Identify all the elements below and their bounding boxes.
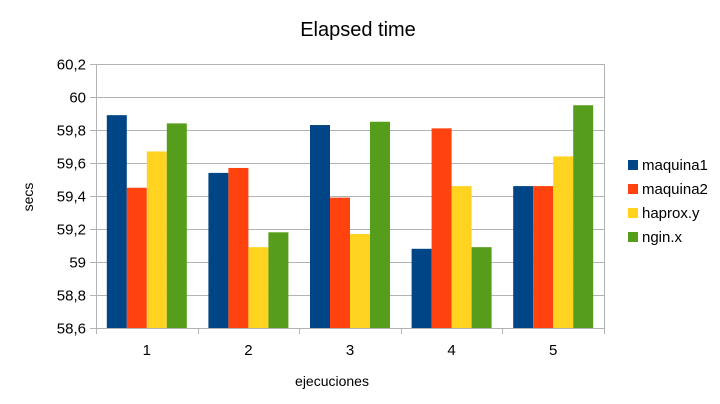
y-axis-label: secs [20, 183, 36, 212]
x-tick-label: 4 [447, 342, 455, 359]
bar-maquina1-1 [106, 115, 127, 329]
bar-haprox-y-4 [451, 186, 472, 328]
bar-maquina1-3 [310, 125, 330, 328]
legend-swatch [628, 208, 638, 218]
bar-maquina1-4 [411, 248, 432, 328]
bar-maquina1-5 [513, 186, 534, 328]
x-tick-label: 1 [143, 342, 151, 359]
legend-swatch [628, 160, 638, 170]
legend-label: haprox.y [642, 205, 700, 222]
legend-swatch [628, 184, 638, 194]
bar-ngin-x-2 [268, 232, 289, 328]
bar-haprox-y-5 [553, 156, 574, 328]
x-tick-label: 5 [549, 342, 557, 359]
y-tick-label: 59,8 [57, 123, 86, 140]
legend: maquina1 maquina2 haprox.y ngin.x [628, 157, 708, 246]
y-tick-label: 60,2 [57, 57, 86, 74]
bar-ngin-x-3 [370, 121, 390, 328]
legend-label: ngin.x [642, 229, 683, 246]
x-tick-label: 3 [346, 342, 354, 359]
y-tick-label: 60 [69, 90, 86, 107]
y-tick-label: 59,2 [57, 222, 86, 239]
legend-label: maquina2 [642, 181, 708, 198]
bar-haprox-y-2 [248, 247, 269, 328]
legend-label: maquina1 [642, 157, 708, 174]
y-tick-label: 58,8 [57, 288, 86, 305]
y-tick-label: 59,4 [57, 189, 86, 206]
bar-maquina1-2 [208, 172, 229, 328]
bar-ngin-x-4 [471, 247, 492, 328]
bar-ngin-x-5 [573, 105, 594, 328]
bars [106, 105, 594, 329]
axes: 58,6 58,8 59 59,2 59,4 59,6 59,8 60 60,2 1 2 3 4 5 [57, 57, 605, 359]
bar-maquina2-1 [126, 187, 147, 328]
bar-haprox-y-1 [146, 151, 167, 328]
bar-ngin-x-1 [166, 123, 187, 329]
x-tick-label: 2 [244, 342, 252, 359]
bar-maquina2-3 [330, 197, 350, 328]
bar-maquina2-2 [228, 167, 249, 328]
bar-haprox-y-3 [350, 233, 370, 328]
y-tick-label: 59 [69, 255, 86, 272]
bar-maquina2-5 [533, 186, 554, 328]
chart-title: Elapsed time [300, 19, 416, 41]
y-tick-label: 59,6 [57, 156, 86, 173]
x-axis-label: ejecuciones [295, 373, 369, 389]
legend-swatch [628, 232, 638, 242]
bar-maquina2-4 [431, 128, 452, 328]
y-tick-label: 58,6 [57, 321, 86, 338]
